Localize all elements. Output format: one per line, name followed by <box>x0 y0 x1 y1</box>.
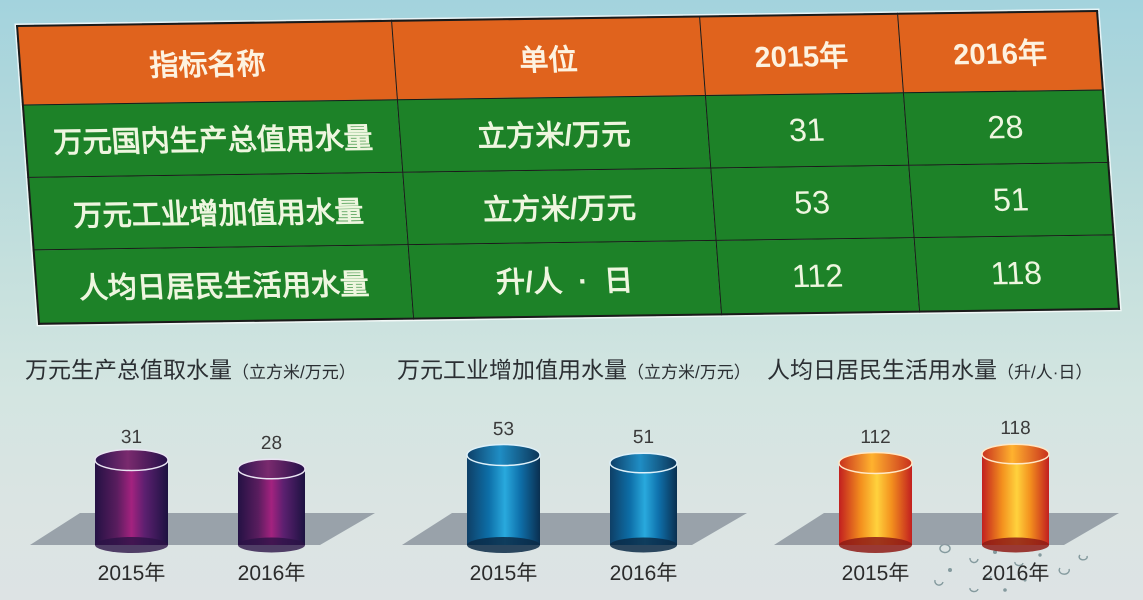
svg-text:112: 112 <box>860 427 890 448</box>
svg-text:2016年: 2016年 <box>982 562 1050 585</box>
svg-text:51: 51 <box>633 427 654 448</box>
svg-text:31: 31 <box>121 427 142 448</box>
svg-text:2015年: 2015年 <box>842 562 910 585</box>
svg-text:2016年: 2016年 <box>238 562 306 585</box>
svg-text:53: 53 <box>493 419 514 440</box>
svg-text:118: 118 <box>1000 418 1030 439</box>
svg-text:2015年: 2015年 <box>98 562 166 585</box>
svg-text:28: 28 <box>261 433 282 454</box>
svg-text:2016年: 2016年 <box>610 562 678 585</box>
svg-text:2015年: 2015年 <box>470 562 538 585</box>
